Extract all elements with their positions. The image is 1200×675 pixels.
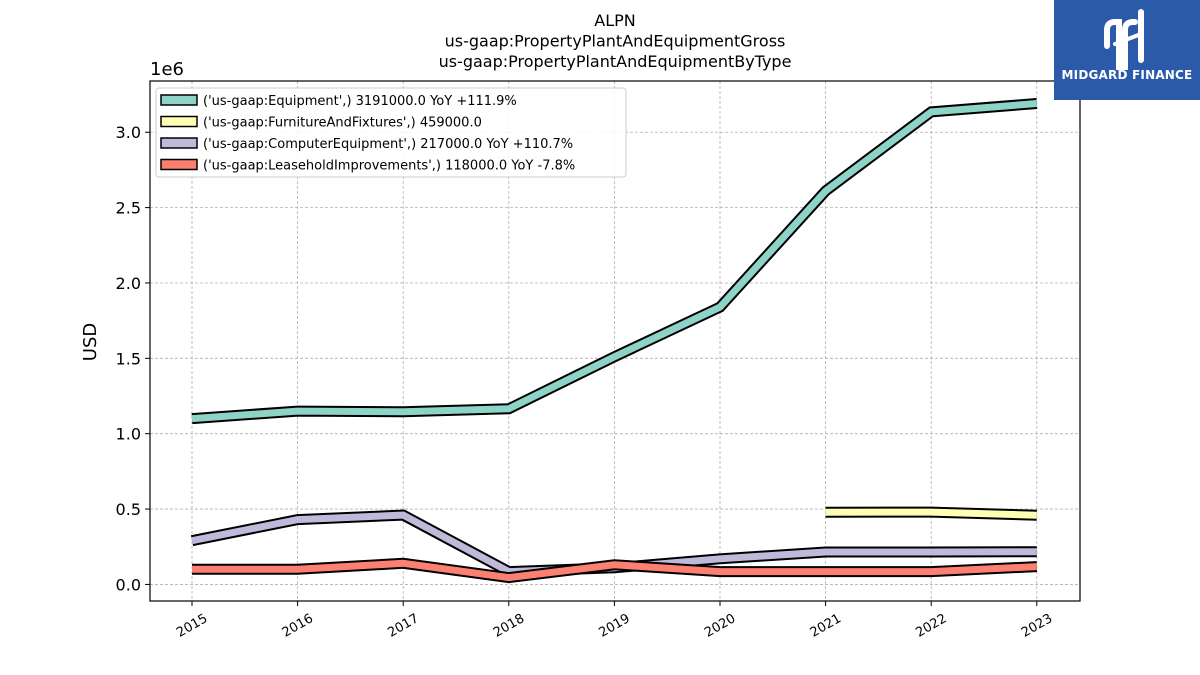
legend-entry: ('us-gaap:ComputerEquipment',) 217000.0 … — [203, 137, 573, 152]
y-axis-label: USD — [80, 323, 101, 361]
x-tick-label: 2015 — [174, 611, 210, 641]
x-tick-label: 2021 — [808, 611, 844, 641]
legend-box — [155, 87, 627, 178]
x-tick-label: 2023 — [1019, 611, 1055, 641]
x-tick-label: 2017 — [385, 611, 421, 641]
legend-swatch — [160, 115, 198, 128]
chart-title-line: us-gaap:PropertyPlantAndEquipmentGross — [445, 32, 786, 51]
series-line — [192, 559, 1037, 582]
legend-swatch — [160, 94, 198, 106]
y-tick-label: 3.0 — [116, 123, 141, 142]
series-line — [191, 100, 1038, 423]
y-tick-label: 2.0 — [116, 274, 141, 293]
x-tick-label: 2019 — [597, 611, 633, 641]
series-line — [825, 508, 1037, 519]
x-tick-label: 2016 — [280, 611, 316, 641]
x-tick-label: 2020 — [702, 611, 738, 641]
legend-swatch — [160, 137, 198, 149]
y-tick-label: 2.5 — [116, 199, 141, 218]
y-scale-label: 1e6 — [150, 59, 184, 80]
legend-entry: ('us-gaap:FurnitureAndFixtures',) 459000… — [203, 116, 482, 131]
x-tick-label: 2018 — [491, 611, 527, 641]
x-tick-label: 2022 — [913, 611, 949, 641]
legend-entry: ('us-gaap:LeaseholdImprovements',) 11800… — [203, 159, 575, 174]
chart-title-line: us-gaap:PropertyPlantAndEquipmentByType — [439, 52, 792, 71]
logo-text: MIDGARD FINANCE — [1061, 68, 1193, 82]
legend-entry: ('us-gaap:Equipment',) 3191000.0 YoY +11… — [203, 94, 517, 109]
logo-mark-icon — [1104, 9, 1144, 70]
y-tick-label: 0.0 — [116, 575, 141, 594]
chart-title-line: ALPN — [594, 11, 635, 30]
y-tick-label: 1.5 — [116, 349, 141, 368]
y-tick-label: 1.0 — [116, 425, 141, 444]
legend-swatch — [160, 158, 198, 171]
y-tick-label: 0.5 — [116, 500, 141, 519]
midgard-finance-logo: MIDGARD FINANCE — [1054, 0, 1200, 100]
plot-frame — [149, 80, 1081, 602]
